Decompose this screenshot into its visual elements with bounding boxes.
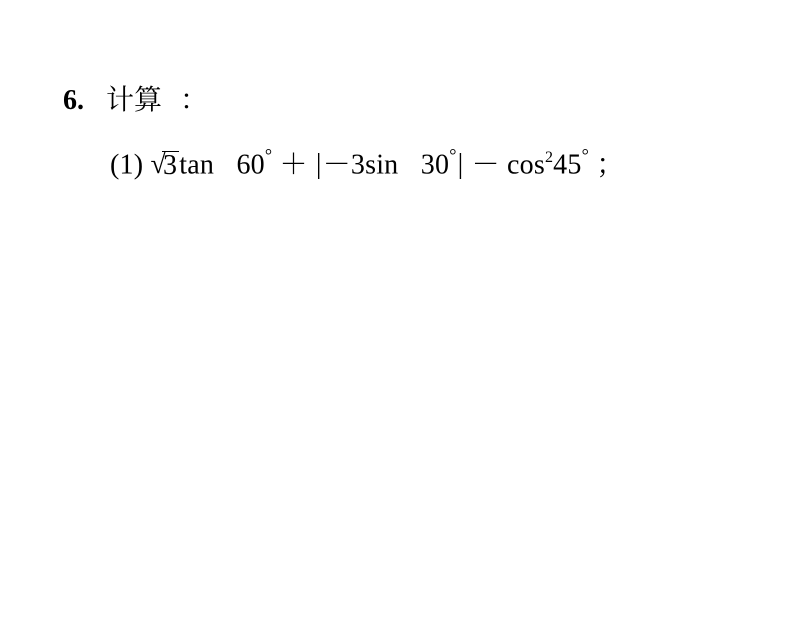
- page: 6. 计算 ： (1) √3 tan 60° ＋ |－3sin 30°| － c…: [0, 0, 794, 644]
- angle-30: 30: [421, 149, 449, 180]
- plus-op: ＋: [279, 142, 307, 182]
- expression-line: (1) √3 tan 60° ＋ |－3sin 30°| － cos245° ；: [110, 148, 624, 179]
- minus-op: －: [472, 142, 500, 182]
- paren-close: ): [134, 149, 144, 180]
- sqrt-3: √3: [150, 150, 179, 179]
- angle-60: 60: [236, 149, 264, 180]
- exponent-2: 2: [545, 149, 553, 166]
- degree-symbol: °: [449, 145, 456, 165]
- paren-open: (: [110, 149, 120, 180]
- abs-close: |: [457, 151, 465, 179]
- problem-heading: 6. 计算 ：: [63, 84, 208, 115]
- part-number: 1: [120, 149, 134, 180]
- angle-45: 45: [553, 149, 581, 180]
- degree-symbol: °: [582, 145, 589, 165]
- colon: ：: [180, 78, 208, 118]
- radicand: 3: [162, 151, 179, 180]
- fn-sin: sin: [365, 149, 398, 180]
- coef-3: 3: [351, 149, 365, 180]
- problem-number: 6.: [63, 85, 84, 116]
- fn-cos: cos: [507, 149, 545, 180]
- neg-op: －: [323, 142, 351, 182]
- fn-tan: tan: [179, 149, 214, 180]
- prompt-text: 计算: [106, 78, 162, 118]
- abs-open: |: [315, 151, 323, 179]
- degree-symbol: °: [265, 145, 272, 165]
- terminal-semicolon: ；: [596, 142, 624, 182]
